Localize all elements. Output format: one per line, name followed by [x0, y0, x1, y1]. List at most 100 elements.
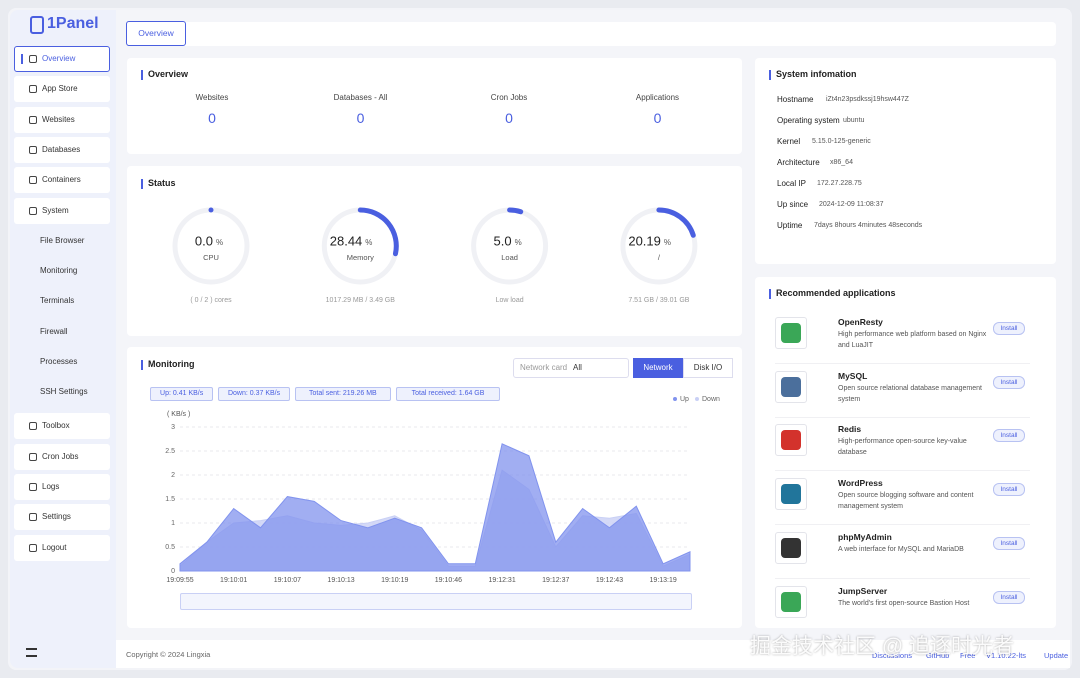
- divider: [775, 416, 1030, 418]
- toggle-button[interactable]: Network: [633, 358, 683, 378]
- info-value: x86_64: [830, 159, 853, 166]
- menu-item[interactable]: [14, 136, 110, 163]
- x-tick-label: 19:10:13: [327, 577, 354, 584]
- menu-item[interactable]: [14, 46, 110, 72]
- x-tick-label: 19:12:43: [596, 577, 623, 584]
- footer-link[interactable]: Discussions: [872, 651, 913, 660]
- footer-link[interactable]: Update: [1044, 651, 1069, 660]
- menu-item[interactable]: [14, 197, 110, 224]
- install-button[interactable]: Install: [993, 322, 1025, 335]
- info-value: ubuntu: [843, 117, 865, 124]
- install-button[interactable]: Install: [993, 536, 1025, 550]
- y-tick-label: 2.5: [165, 448, 175, 455]
- install-button[interactable]: Install: [993, 483, 1025, 497]
- collapse-icon[interactable]: [26, 648, 37, 657]
- badge: Up: 0.41 KB/s: [150, 387, 214, 401]
- gauge-value: 5.0: [494, 233, 512, 248]
- install-button[interactable]: Install: [993, 590, 1025, 604]
- submenu-item[interactable]: Terminals: [40, 296, 75, 306]
- footer-link[interactable]: Free: [960, 651, 976, 660]
- install-button[interactable]: Install: [993, 375, 1025, 389]
- menu-item[interactable]: [14, 106, 110, 133]
- gauge-detail: 7.51 GB / 39.01 GB: [628, 297, 689, 304]
- submenu-item[interactable]: Monitoring: [40, 266, 78, 276]
- x-tick-label: 19:10:19: [381, 577, 408, 584]
- menu-label: Settings: [42, 512, 71, 522]
- y-tick-label: 0.5: [165, 544, 175, 551]
- stat-value: 0: [653, 110, 662, 126]
- menu-icon: [29, 206, 37, 215]
- install-button[interactable]: Install: [993, 429, 1025, 443]
- info-value: 172.27.228.75: [817, 180, 862, 187]
- menu-label: System: [42, 205, 69, 215]
- submenu-item[interactable]: File Browser: [40, 235, 85, 245]
- menu-label: Containers: [42, 175, 81, 185]
- stat-value: 0: [208, 110, 216, 126]
- menu-label: Cron Jobs: [42, 451, 79, 461]
- gauge-unit: %: [664, 238, 671, 247]
- stat-value: 0: [356, 110, 365, 126]
- divider: [775, 524, 1030, 526]
- menu-icon: [29, 513, 37, 522]
- gauge-name: Load: [501, 253, 518, 262]
- menu-item[interactable]: [14, 167, 110, 194]
- copyright: Copyright © 2024 Lingxia: [126, 650, 211, 659]
- card-title: System infomation: [776, 69, 857, 79]
- menu-label: Logs: [42, 481, 60, 491]
- select-value: All: [573, 363, 582, 372]
- title-bar: [769, 289, 771, 299]
- gauge-detail: 1017.29 MB / 3.49 GB: [326, 297, 396, 304]
- gauge-unit: %: [365, 238, 372, 247]
- y-tick-label: 0: [171, 568, 175, 575]
- select[interactable]: [513, 358, 629, 378]
- app-description: High-performance open-source key-value d…: [838, 438, 967, 457]
- x-tick-label: 19:12:37: [542, 577, 569, 584]
- toggle-button[interactable]: Disk I/O: [683, 358, 733, 378]
- app-icon-inner: [781, 323, 801, 343]
- menu-icon: [29, 115, 37, 124]
- menu-item[interactable]: [14, 413, 110, 440]
- info-key: Architecture: [777, 158, 820, 167]
- info-key: Local IP: [777, 179, 806, 188]
- legend-label: Up: [680, 396, 689, 403]
- submenu-item[interactable]: SSH Settings: [40, 387, 88, 397]
- info-value: iZt4n23psdkssj19hsw447Z: [826, 96, 909, 103]
- menu-item[interactable]: [14, 534, 110, 561]
- app-icon-inner: [781, 591, 801, 612]
- footer-link[interactable]: V1.10.22-lts: [986, 651, 1027, 660]
- x-tick-label: 19:13:19: [650, 577, 677, 584]
- menu-icon: [29, 452, 37, 461]
- badge: Total sent: 219.26 MB: [294, 387, 391, 401]
- gauge-arc: [507, 207, 524, 215]
- submenu-item[interactable]: Processes: [40, 357, 78, 366]
- legend-label: Down: [702, 396, 720, 403]
- submenu-item[interactable]: Firewall: [40, 326, 68, 336]
- menu-item[interactable]: [14, 76, 110, 103]
- overview-card: [127, 58, 742, 154]
- gauge-detail: Low load: [496, 297, 524, 304]
- footer-link[interactable]: GitHub: [926, 651, 950, 660]
- info-key: Up since: [777, 200, 809, 209]
- unit-label: ( KB/s ): [167, 411, 190, 418]
- y-tick-label: 2: [171, 472, 175, 479]
- menu-item[interactable]: [14, 443, 110, 470]
- title-bar: [141, 360, 143, 370]
- tab[interactable]: Overview: [126, 21, 186, 46]
- status-card: [127, 166, 742, 336]
- app-name: WordPress: [838, 478, 883, 489]
- info-key: Uptime: [777, 221, 803, 230]
- menu-icon: [29, 145, 37, 154]
- menu-item[interactable]: [14, 473, 110, 500]
- menu-item[interactable]: [14, 504, 110, 531]
- title-bar: [769, 70, 771, 80]
- system-info-card: [755, 58, 1056, 264]
- zoom-slider: [180, 593, 692, 610]
- menu-icon: [29, 422, 37, 431]
- tab-bar: [126, 22, 1056, 46]
- app-icon-inner: [781, 430, 801, 451]
- x-tick-label: 19:10:07: [274, 577, 301, 584]
- stat-label: Applications: [635, 93, 680, 102]
- app-description: Open source blogging software and conten…: [838, 492, 974, 511]
